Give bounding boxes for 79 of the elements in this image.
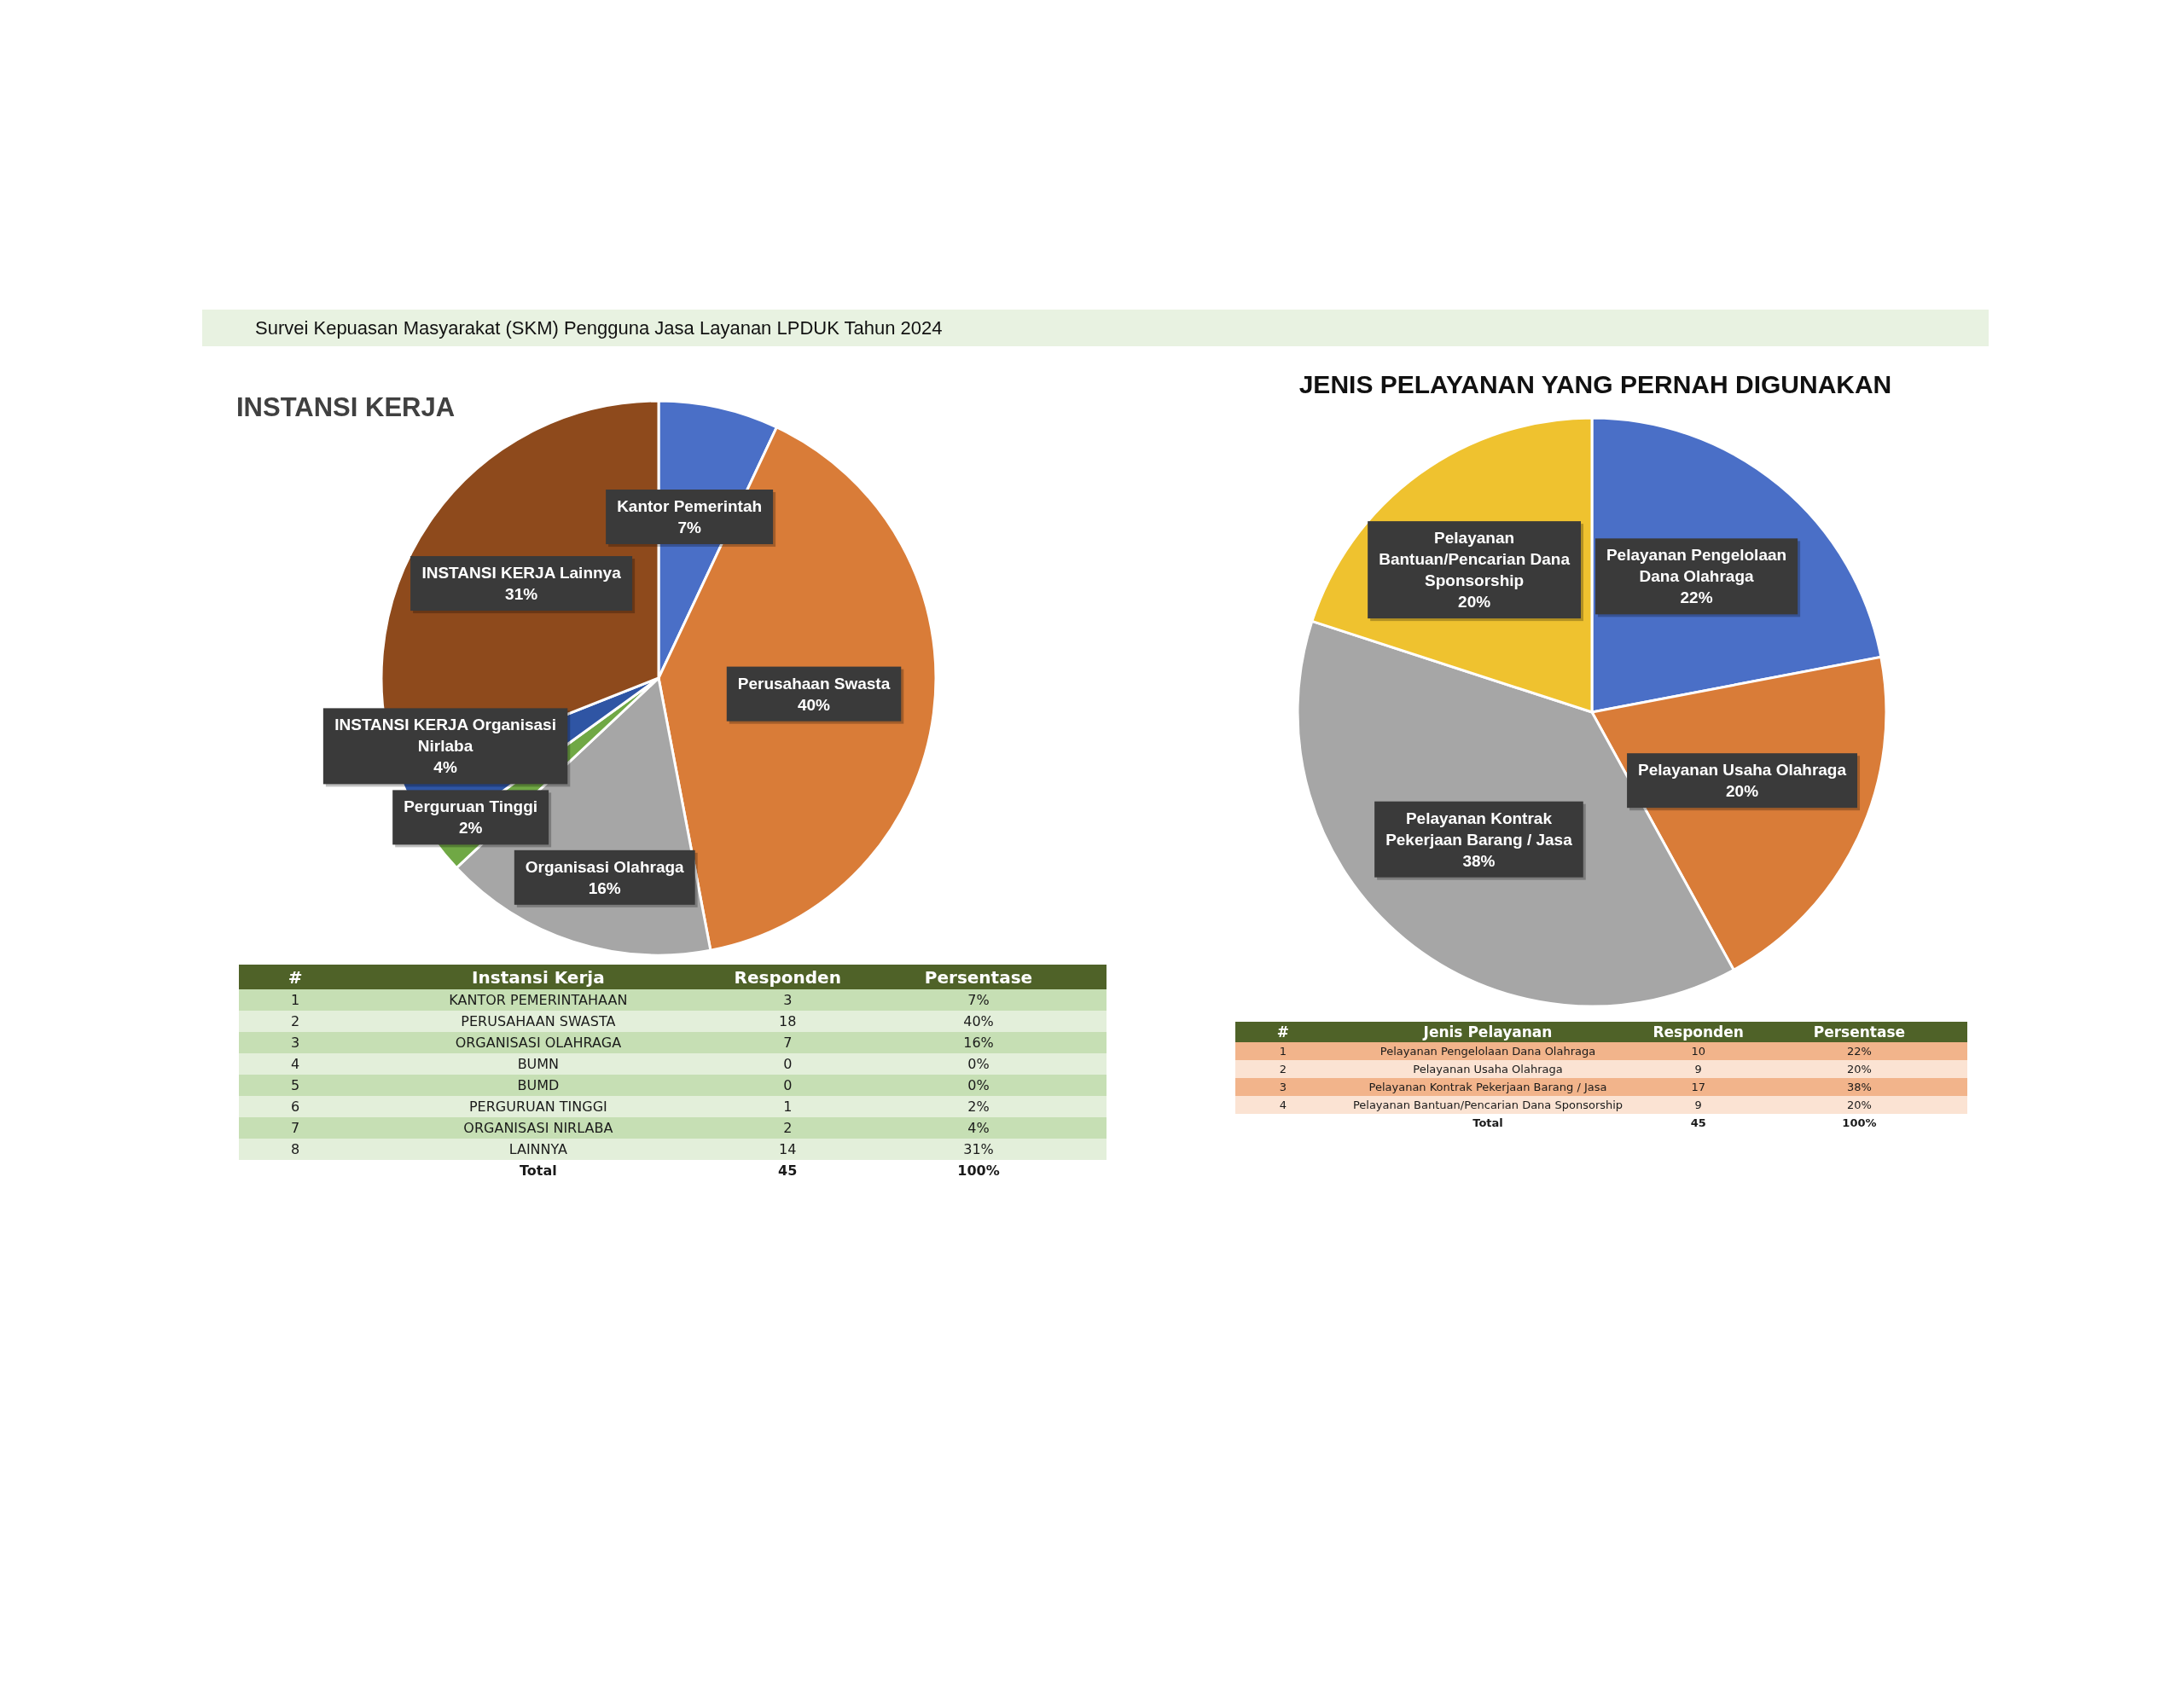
- category-label: LAINNYA: [351, 1139, 725, 1160]
- slice-label: Pelayanan Usaha Olahraga: [1638, 761, 1847, 780]
- data-label: 16%: [588, 878, 621, 897]
- data-label: 20%: [1726, 782, 1759, 801]
- data-label: 3: [239, 1032, 352, 1053]
- text: Survei Kepuasan Masyarakat (SKM) Pengguna Jasa Layanan LPDUK Tahun 2024: [255, 316, 943, 339]
- data-label: 4: [239, 1053, 352, 1075]
- series-label: Responden: [733, 965, 842, 989]
- data-label: 40%: [850, 1011, 1107, 1032]
- data-label: 2: [239, 1011, 352, 1032]
- slice-label: INSTANSI KERJA Lainnya: [421, 564, 622, 583]
- data-label: 4: [1235, 1096, 1331, 1114]
- category-label: BUMD: [351, 1075, 725, 1096]
- data-label: 6: [239, 1096, 352, 1117]
- data-label: 2%: [850, 1096, 1107, 1117]
- data-label: 0: [724, 1075, 851, 1096]
- data-label: 31%: [850, 1139, 1107, 1160]
- data-label: 2: [1235, 1060, 1331, 1078]
- data-label: 20%: [1458, 593, 1491, 612]
- category-label: PERGURUAN TINGGI: [351, 1096, 725, 1117]
- slice-label: Kantor Pemerintah: [617, 497, 763, 516]
- category-label: BUMN: [351, 1053, 725, 1075]
- data-label: 7%: [850, 989, 1107, 1011]
- data-label: 3: [724, 989, 851, 1011]
- table: # Jenis Pelayanan Responden Persentase 1 Pelayanan Pengelolaan Dana Olahraga 10 22% 2 Pelayanan Usaha Olahraga 9 20% 3 Pelayanan Kontrak Pekerjaan Barang / Jasa 17 38% 4 Pelayanan Bantuan/Pencarian Dana Sponsorship 9 20% Total 45 100%: [1235, 1022, 1967, 1132]
- data-label: 2%: [458, 819, 483, 838]
- category-label: ORGANISASI NIRLABA: [351, 1117, 725, 1139]
- slice-label: Perguruan Tinggi: [404, 797, 538, 816]
- data-label: 0: [724, 1053, 851, 1075]
- data-label: 7: [239, 1117, 352, 1139]
- data-label: 9: [1645, 1060, 1751, 1078]
- data-label: 17: [1645, 1078, 1751, 1096]
- category-label: Pelayanan Usaha Olahraga: [1330, 1060, 1646, 1078]
- data-label: 0%: [850, 1075, 1107, 1096]
- data-label: 22%: [1751, 1042, 1967, 1060]
- data-label: 18: [724, 1011, 851, 1032]
- category-label: PERUSAHAAN SWASTA: [351, 1011, 725, 1032]
- slice-label: Perusahaan Swasta: [737, 674, 891, 693]
- data-label: 40%: [798, 695, 831, 714]
- data-label: 3: [1235, 1078, 1331, 1096]
- category-label: Pelayanan Bantuan/Pencarian Dana Sponsorship: [1330, 1096, 1646, 1114]
- series-label: Persentase: [1812, 1023, 1907, 1042]
- slice-label: Pelayanan Kontrak Pekerjaan Barang / Jasa: [1385, 809, 1573, 849]
- slice-label: Organisasi Olahraga: [525, 857, 685, 876]
- data-label: 4%: [850, 1117, 1107, 1139]
- series-label: Responden: [1652, 1023, 1745, 1042]
- data-label: 8: [239, 1139, 352, 1160]
- series-label: #: [1275, 1023, 1290, 1042]
- slice-label: Pelayanan Pengelolaan Dana Olahraga: [1606, 546, 1787, 586]
- data-label: 4%: [433, 758, 457, 777]
- category-label: Pelayanan Pengelolaan Dana Olahraga: [1330, 1042, 1646, 1060]
- slice-label: Pelayanan Bantuan/Pencarian Dana Sponsorship: [1379, 529, 1571, 590]
- category-label: Pelayanan Kontrak Pekerjaan Barang / Jasa: [1330, 1078, 1646, 1096]
- series-label: #: [287, 965, 304, 989]
- category-label: KANTOR PEMERINTAHAAN: [351, 989, 725, 1011]
- data-label: 38%: [1462, 851, 1496, 870]
- data-label: 20%: [1751, 1096, 1967, 1114]
- chart-title: INSTANSI KERJA: [236, 392, 456, 423]
- data-label: 1: [1235, 1042, 1331, 1060]
- data-label: 9: [1645, 1096, 1751, 1114]
- data-label: 7%: [677, 519, 701, 537]
- data-label: 38%: [1751, 1078, 1967, 1096]
- data-label: 5: [239, 1075, 352, 1096]
- table: # Instansi Kerja Responden Persentase 1 KANTOR PEMERINTAHAAN 3 7% 2 PERUSAHAAN SWASTA 18 40% 3 ORGANISASI OLAHRAGA 7 16% 4 BUMN 0 0% 5 BUMD 0 0% 6 PERGURUAN TINGGI 1 2% 7 ORGANISASI NIRLABA 2 4% 8 LAINNYA 14 31% Total 45 100%: [239, 965, 1107, 1181]
- data-label: 0%: [850, 1053, 1107, 1075]
- data-label: 7: [724, 1032, 851, 1053]
- data-label: 16%: [850, 1032, 1107, 1053]
- data-label: 1: [239, 989, 352, 1011]
- series-label: Persentase: [923, 965, 1034, 989]
- category-label: ORGANISASI OLAHRAGA: [351, 1032, 725, 1053]
- slice-label: INSTANSI KERJA Organisasi Nirlaba: [334, 716, 556, 756]
- data-label: 31%: [505, 585, 538, 604]
- data-label: 22%: [1680, 588, 1713, 607]
- data-label: 2: [724, 1117, 851, 1139]
- data-label: 1: [724, 1096, 851, 1117]
- data-label: 20%: [1751, 1060, 1967, 1078]
- data-label: 14: [724, 1139, 851, 1160]
- data-label: 10: [1645, 1042, 1751, 1060]
- chart-title: JENIS PELAYANAN YANG PERNAH DIGUNAKAN: [1298, 370, 1893, 399]
